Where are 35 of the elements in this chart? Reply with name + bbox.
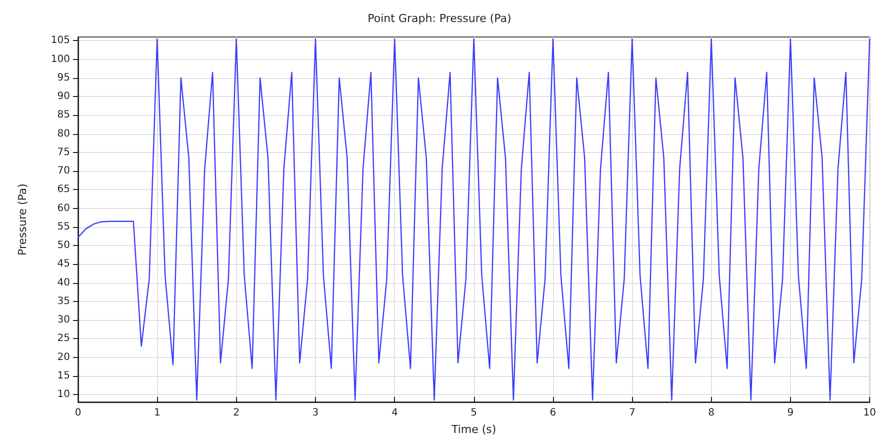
y-tick-label: 60 (57, 202, 70, 214)
y-tick-label: 95 (57, 72, 70, 84)
x-tick-label: 9 (787, 408, 794, 418)
x-tick-label: 2 (233, 408, 240, 418)
y-tick-label: 55 (57, 221, 70, 232)
x-tick-label: 4 (391, 408, 398, 418)
x-tick-label: 5 (470, 408, 478, 418)
y-tick-label: 45 (57, 258, 70, 270)
x-tick-label: 7 (628, 408, 636, 418)
x-tick-label: 1 (154, 408, 160, 418)
x-tick-label: 3 (312, 408, 319, 418)
x-axis-title: Time (s) (450, 423, 496, 436)
y-tick-label: 35 (57, 296, 70, 307)
line-series (77, 38, 870, 401)
y-tick-label: 85 (57, 110, 70, 121)
y-tick-label: 15 (57, 370, 70, 382)
x-tick-label: 0 (74, 408, 82, 418)
y-axis-title: Pressure (Pa) (16, 184, 29, 256)
y-tick-label: 70 (57, 166, 70, 177)
y-tick-label: 25 (57, 333, 70, 344)
y-tick-label: 20 (57, 352, 70, 363)
y-tick-label: 65 (57, 184, 70, 196)
y-tick-label: 10 (57, 389, 70, 400)
y-tick-label: 90 (57, 91, 70, 102)
y-tick-label: 80 (57, 128, 70, 140)
y-tick-label: 30 (57, 314, 70, 326)
x-tick-label: 10 (863, 408, 876, 418)
y-tick-label: 100 (50, 54, 70, 65)
y-tick-label: 40 (57, 277, 70, 288)
y-tick-label: 50 (57, 240, 70, 252)
chart-title: Point Graph: Pressure (Pa) (368, 12, 512, 25)
x-tick-label: 6 (550, 408, 556, 418)
y-tick-label: 75 (57, 146, 70, 158)
x-tick-label: 8 (708, 408, 714, 418)
y-tick-label: 105 (50, 35, 70, 46)
